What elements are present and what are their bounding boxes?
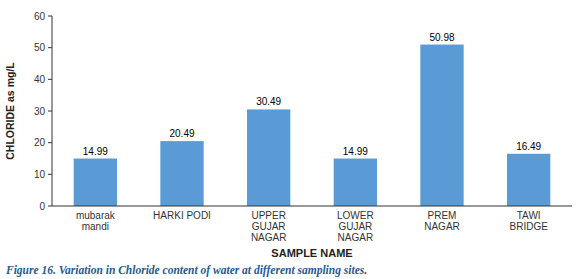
caption: Figure 16. Variation in Chloride content… bbox=[5, 264, 367, 277]
y-tick-label: 60 bbox=[34, 11, 46, 22]
x-axis-label: SAMPLE NAME bbox=[271, 247, 352, 259]
y-axis-label: CHLORIDE as mg/L bbox=[4, 62, 16, 160]
bar bbox=[420, 45, 463, 206]
x-tick-label-line: GUJAR bbox=[338, 221, 372, 232]
x-tick-label-line: mandi bbox=[82, 221, 109, 232]
y-tick-label: 20 bbox=[34, 137, 46, 148]
bars bbox=[74, 45, 551, 206]
x-tick-label: TAWIBRIDGE bbox=[509, 210, 548, 232]
x-tick-label-line: GUJAR bbox=[252, 221, 286, 232]
x-tick-label: HARKI PODI bbox=[153, 210, 211, 221]
x-tick-label-line: HARKI PODI bbox=[153, 210, 211, 221]
x-axis-line bbox=[52, 206, 572, 207]
x-tick-label-line: LOWER bbox=[337, 210, 374, 221]
x-tick-label-line: mubarak bbox=[76, 210, 116, 221]
x-tick-label-line: UPPER bbox=[251, 210, 285, 221]
x-tick-label-line: NAGAR bbox=[424, 221, 460, 232]
x-tick-label: mubarakmandi bbox=[76, 210, 116, 232]
y-tick-label: 30 bbox=[34, 106, 46, 117]
y-tick bbox=[48, 142, 52, 143]
x-tick-label-line: NAGAR bbox=[338, 232, 374, 243]
y-tick-label: 40 bbox=[34, 74, 46, 85]
bar bbox=[507, 154, 550, 206]
y-tick bbox=[48, 47, 52, 48]
data-label: 50.98 bbox=[429, 32, 454, 43]
data-label: 30.49 bbox=[256, 96, 281, 107]
x-tick-label: LOWERGUJARNAGAR bbox=[337, 210, 374, 243]
y-tick bbox=[48, 174, 52, 175]
bar bbox=[334, 159, 377, 206]
data-label: 14.99 bbox=[343, 146, 368, 157]
bar bbox=[160, 141, 203, 206]
data-label: 20.49 bbox=[169, 128, 194, 139]
chart: 14.99 20.49 30.49 14.99 50.98 16.49 0 10 20 30 40 5… bbox=[0, 0, 582, 279]
bar bbox=[247, 109, 290, 206]
x-tick-label: PREMNAGAR bbox=[424, 210, 460, 232]
y-tick-label: 0 bbox=[39, 201, 45, 212]
x-tick-label-line: BRIDGE bbox=[509, 221, 548, 232]
x-tick-label-line: TAWI bbox=[517, 210, 541, 221]
bar bbox=[74, 159, 117, 206]
y-tick-label: 10 bbox=[34, 169, 46, 180]
data-label: 16.49 bbox=[516, 141, 541, 152]
data-label: 14.99 bbox=[83, 146, 108, 157]
x-tick-label: UPPERGUJARNAGAR bbox=[251, 210, 287, 243]
y-tick-label: 50 bbox=[34, 42, 46, 53]
y-tick bbox=[48, 79, 52, 80]
x-tick-label-line: NAGAR bbox=[251, 232, 287, 243]
x-tick-label-line: PREM bbox=[428, 210, 457, 221]
y-tick bbox=[48, 111, 52, 112]
y-tick bbox=[48, 16, 52, 17]
y-tick bbox=[48, 206, 52, 207]
